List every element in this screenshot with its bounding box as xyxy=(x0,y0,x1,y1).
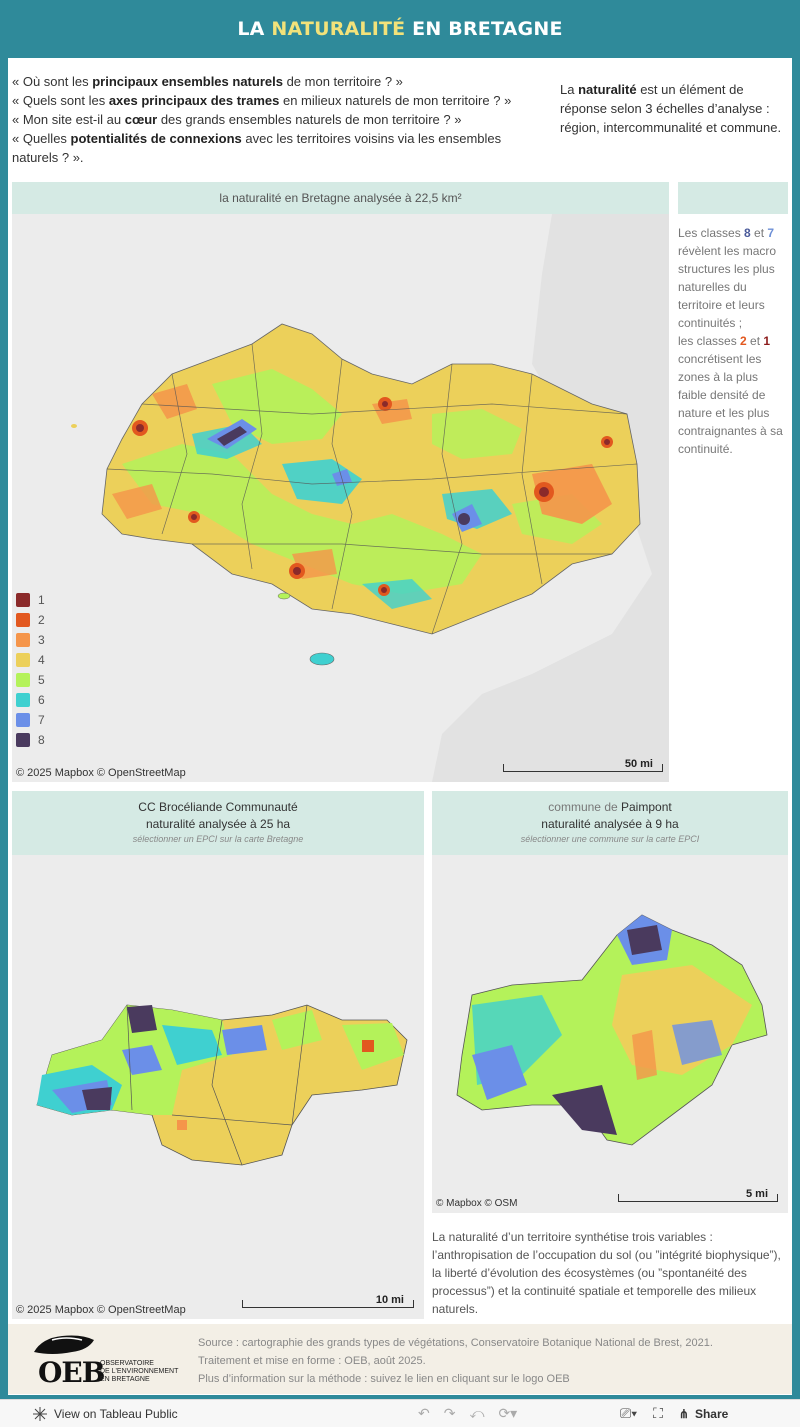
undo-icon[interactable]: ↶ xyxy=(418,1405,430,1421)
main-map-credit[interactable]: © 2025 Mapbox © OpenStreetMap xyxy=(16,767,186,779)
download-icon[interactable]: ⎚▾ xyxy=(620,1405,638,1421)
commune-name: commune de Paimpont xyxy=(548,800,672,814)
bretagne-map[interactable] xyxy=(12,214,669,782)
naturalite-legend: 1 2 3 4 5 6 7 8 xyxy=(16,590,45,750)
naturalite-description: La naturalité d’un territoire synthétise… xyxy=(432,1230,781,1316)
epci-map[interactable] xyxy=(12,855,424,1319)
fullscreen-icon[interactable]: ⛶ xyxy=(653,1405,663,1421)
epci-map-header: CC Brocéliande Communauté naturalité ana… xyxy=(12,791,424,855)
history-controls: ↶ ↷ ⤺ ⟳▾ xyxy=(418,1405,517,1422)
share-icon: ⋔ xyxy=(678,1406,689,1421)
dashboard-title: LA NATURALITÉ EN BRETAGNE xyxy=(237,18,563,40)
epci-map-scale: 10 mi xyxy=(242,1292,414,1308)
legend-item-8[interactable]: 8 xyxy=(16,730,45,750)
question-2: « Quels sont les axes principaux des tra… xyxy=(12,93,512,108)
dashboard-title-bar: LA NATURALITÉ EN BRETAGNE xyxy=(0,0,800,58)
legend-swatch xyxy=(16,673,30,687)
commune-map-credit[interactable]: © Mapbox © OSM xyxy=(436,1198,518,1209)
commune-hint: sélectionner une commune sur la carte EP… xyxy=(520,834,700,844)
side-note: Les classes 8 et 7 révèlent les macro st… xyxy=(678,226,783,456)
legend-item-2[interactable]: 2 xyxy=(16,610,45,630)
redo-icon[interactable]: ↷ xyxy=(443,1405,456,1421)
main-map-scale: 50 mi xyxy=(503,756,663,772)
legend-swatch xyxy=(16,713,30,727)
main-map-title: la naturalité en Bretagne analysée à 22,… xyxy=(219,191,462,205)
legend-item-4[interactable]: 4 xyxy=(16,650,45,670)
source-text: Source : cartographie des grands types d… xyxy=(198,1337,713,1385)
epci-name: CC Brocéliande Communauté xyxy=(138,800,298,814)
commune-map-scale: 5 mi xyxy=(618,1186,778,1202)
epci-resolution: naturalité analysée à 25 ha xyxy=(145,817,291,831)
intro-side-text: La naturalité est un élément de réponse … xyxy=(560,82,782,135)
legend-item-7[interactable]: 7 xyxy=(16,710,45,730)
legend-swatch xyxy=(16,733,30,747)
legend-swatch xyxy=(16,593,30,607)
commune-resolution: naturalité analysée à 9 ha xyxy=(541,817,679,831)
legend-swatch xyxy=(16,633,30,647)
commune-map[interactable] xyxy=(432,855,788,1213)
epci-map-credit[interactable]: © 2025 Mapbox © OpenStreetMap xyxy=(16,1304,186,1316)
tableau-logo-icon xyxy=(33,1406,47,1421)
question-4: « Quelles potentialités de connexions av… xyxy=(12,131,502,165)
question-1: « Où sont les principaux ensembles natur… xyxy=(12,74,403,89)
main-map-header: la naturalité en Bretagne analysée à 22,… xyxy=(12,182,669,214)
legend-swatch xyxy=(16,653,30,667)
legend-item-6[interactable]: 6 xyxy=(16,690,45,710)
footer: OEB Observatoire de l'environnement en Bre… xyxy=(8,1324,792,1394)
side-note-header xyxy=(678,182,788,214)
bretagne-logo-icon xyxy=(34,1335,94,1354)
legend-swatch xyxy=(16,613,30,627)
question-3: « Mon site est-il au cœur des grands ens… xyxy=(12,112,462,127)
intro-questions: « Où sont les principaux ensembles natur… xyxy=(12,72,542,167)
epci-hint: sélectionner un EPCI sur la carte Bretag… xyxy=(132,834,304,844)
refresh-icon[interactable]: ⟳▾ xyxy=(498,1405,518,1421)
share-button[interactable]: ⋔ Share xyxy=(678,1406,729,1421)
toolbar-right: ⎚▾ ⛶ ⋔ Share xyxy=(620,1405,728,1422)
legend-item-3[interactable]: 3 xyxy=(16,630,45,650)
revert-icon[interactable]: ⤺ xyxy=(469,1405,485,1421)
commune-map-header: commune de Paimpont naturalité analysée … xyxy=(432,791,788,855)
oeb-logo[interactable]: OEB Observatoire de l'environnement en Bre… xyxy=(24,1330,194,1389)
tableau-toolbar: View on Tableau Public ↶ ↷ ⤺ ⟳▾ ⎚▾ ⛶ ⋔ Sh… xyxy=(0,1399,800,1427)
legend-item-5[interactable]: 5 xyxy=(16,670,45,690)
view-on-tableau-public[interactable]: View on Tableau Public xyxy=(32,1406,178,1422)
legend-swatch xyxy=(16,693,30,707)
legend-item-1[interactable]: 1 xyxy=(16,590,45,610)
